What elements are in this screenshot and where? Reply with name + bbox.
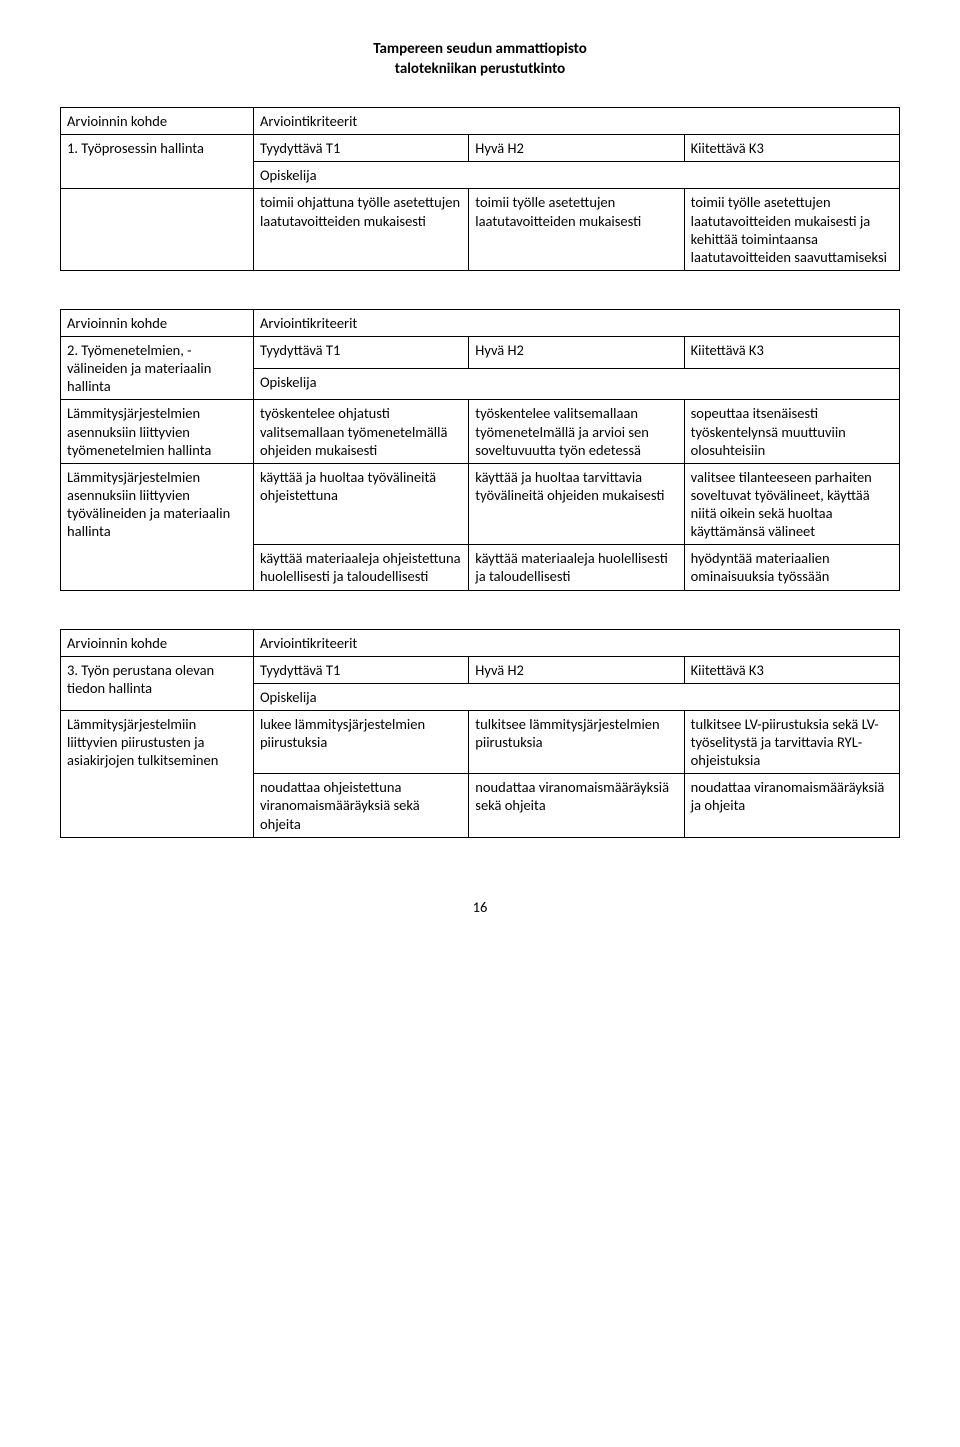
t2-s2-r1c2: käyttää ja huoltaa tarvittavia työväline…	[469, 463, 684, 545]
t1-row1-c2: toimii työlle asetettujen laatutavoittei…	[469, 189, 684, 271]
t2-s1-c2: työskentelee valitsemallaan työmenetelmä…	[469, 400, 684, 463]
document-header: Tampereen seudun ammattiopisto talotekni…	[60, 40, 900, 79]
col-header-kohde: Arvioinnin kohde	[61, 309, 254, 336]
col-header-kriteerit: Arviointikriteerit	[253, 309, 899, 336]
t2-s2-r2c2: käyttää materiaaleja huolellisesti ja ta…	[469, 545, 684, 590]
t3-s1-r1c3: tulkitsee LV-piirustuksia sekä LV-työsel…	[684, 710, 899, 773]
level-k3: Kiitettävä K3	[684, 135, 899, 162]
level-h2: Hyvä H2	[469, 337, 684, 369]
level-h2: Hyvä H2	[469, 135, 684, 162]
t3-s1-r1c1: lukee lämmitysjärjestelmien piirustuksia	[253, 710, 468, 773]
level-t1: Tyydyttävä T1	[253, 656, 468, 683]
page-number: 16	[60, 898, 900, 917]
kohde-3: 3. Työn perustana olevan tiedon hallinta	[61, 656, 254, 710]
level-t1: Tyydyttävä T1	[253, 337, 468, 369]
kohde-2: 2. Työmenetelmien, -välineiden ja materi…	[61, 337, 254, 400]
t2-s2-r1c3: valitsee tilanteeseen parhaiten soveltuv…	[684, 463, 899, 545]
t1-row1-c3: toimii työlle asetettujen laatutavoittei…	[684, 189, 899, 271]
level-k3: Kiitettävä K3	[684, 337, 899, 369]
t2-s2-r1c1: käyttää ja huoltaa työvälineitä ohjeiste…	[253, 463, 468, 545]
assessment-table-2: Arvioinnin kohde Arviointikriteerit 2. T…	[60, 309, 900, 591]
sub-kohde-2-2: Lämmitysjärjestelmien asennuksiin liitty…	[61, 463, 254, 590]
opiskelija-label: Opiskelija	[253, 683, 899, 710]
sub-kohde-3-1: Lämmitysjärjestelmiin liittyvien piirust…	[61, 710, 254, 837]
t2-s1-c3: sopeuttaa itsenäisesti työskentelynsä mu…	[684, 400, 899, 463]
col-header-kohde: Arvioinnin kohde	[61, 108, 254, 135]
assessment-table-1: Arvioinnin kohde Arviointikriteerit 1. T…	[60, 107, 900, 271]
t3-s1-r2c3: noudattaa viranomaismääräyksiä ja ohjeit…	[684, 774, 899, 837]
t2-s2-r2c3: hyödyntää materiaalien ominaisuuksia työ…	[684, 545, 899, 590]
t1-row1-c1: toimii ohjattuna työlle asetettujen laat…	[253, 189, 468, 271]
level-k3: Kiitettävä K3	[684, 656, 899, 683]
header-line-1: Tampereen seudun ammattiopisto	[60, 40, 900, 60]
assessment-table-3: Arvioinnin kohde Arviointikriteerit 3. T…	[60, 629, 900, 838]
kohde-1: 1. Työprosessin hallinta	[61, 135, 254, 189]
t3-s1-r2c2: noudattaa viranomaismääräyksiä sekä ohje…	[469, 774, 684, 837]
col-header-kriteerit: Arviointikriteerit	[253, 108, 899, 135]
col-header-kriteerit: Arviointikriteerit	[253, 629, 899, 656]
opiskelija-label: Opiskelija	[253, 162, 899, 189]
t3-s1-r2c1: noudattaa ohjeistettuna viranomaismääräy…	[253, 774, 468, 837]
level-h2: Hyvä H2	[469, 656, 684, 683]
sub-kohde-2-1: Lämmitysjärjestelmien asennuksiin liitty…	[61, 400, 254, 463]
opiskelija-label: Opiskelija	[253, 368, 899, 400]
level-t1: Tyydyttävä T1	[253, 135, 468, 162]
empty-cell	[61, 189, 254, 271]
t2-s1-c1: työskentelee ohjatusti valitsemallaan ty…	[253, 400, 468, 463]
t2-s2-r2c1: käyttää materiaaleja ohjeistettuna huole…	[253, 545, 468, 590]
col-header-kohde: Arvioinnin kohde	[61, 629, 254, 656]
t3-s1-r1c2: tulkitsee lämmitysjärjestelmien piirustu…	[469, 710, 684, 773]
header-line-2: talotekniikan perustutkinto	[60, 60, 900, 80]
